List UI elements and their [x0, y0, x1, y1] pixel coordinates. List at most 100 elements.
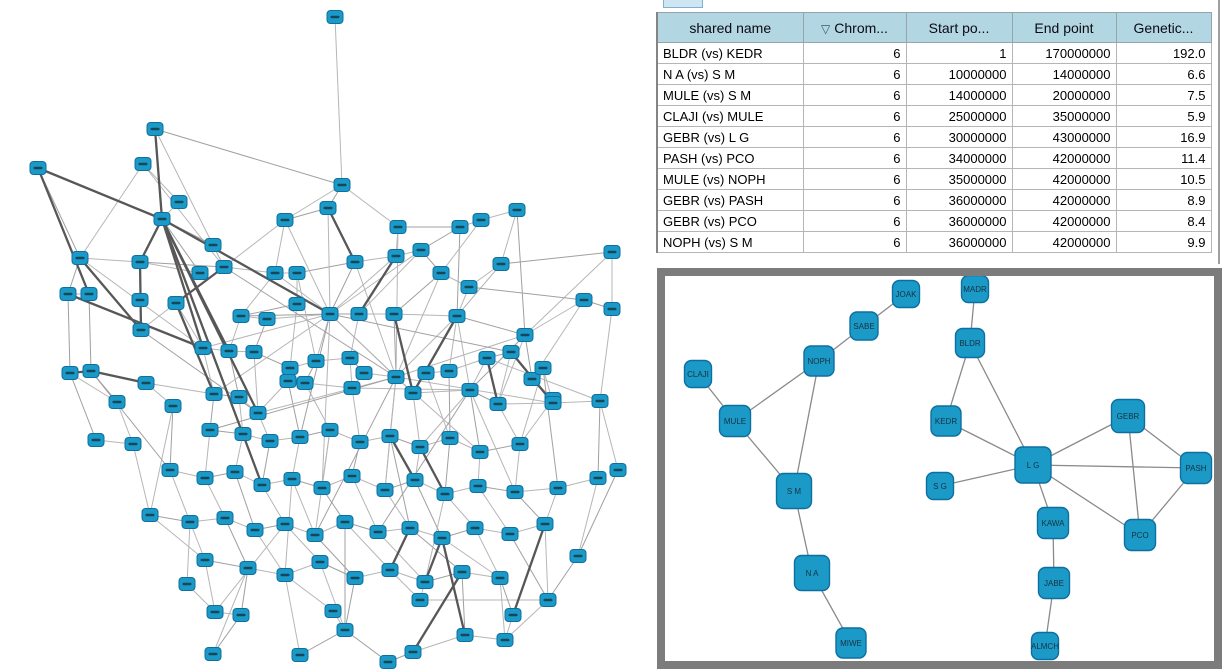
network-node-label	[209, 392, 219, 396]
column-header-end-point[interactable]: End point	[1011, 12, 1117, 43]
table-row[interactable]: PASH (vs) PCO 6 34000000 42000000 11.4	[656, 147, 1212, 169]
cell-value[interactable]: 6	[802, 231, 907, 253]
column-header-genetic[interactable]: Genetic...	[1115, 12, 1212, 43]
cell-value[interactable]: 5.9	[1115, 105, 1212, 127]
column-header-chromosome[interactable]: ▽ Chrom...	[802, 12, 907, 43]
cell-value[interactable]: 6	[802, 168, 907, 190]
network-node[interactable]	[849, 311, 879, 341]
cell-value[interactable]: 14000000	[1011, 63, 1117, 85]
cell-value[interactable]: 6	[802, 105, 907, 127]
cell-shared-name[interactable]: N A (vs) S M	[656, 63, 804, 85]
table-row[interactable]: MULE (vs) NOPH 6 35000000 42000000 10.5	[656, 168, 1212, 190]
cell-value[interactable]: 42000000	[1011, 189, 1117, 211]
cell-value[interactable]: 43000000	[1011, 126, 1117, 148]
network-node[interactable]	[793, 554, 831, 592]
cell-value[interactable]: 9.9	[1115, 231, 1212, 253]
table-row[interactable]: GEBR (vs) PASH 6 36000000 42000000 8.9	[656, 189, 1212, 211]
column-header-shared-name[interactable]: shared name	[656, 12, 804, 43]
cell-value[interactable]: 192.0	[1115, 42, 1212, 64]
main-network-canvas[interactable]	[0, 0, 655, 669]
network-node[interactable]	[1030, 631, 1060, 661]
cell-value[interactable]: 6	[802, 126, 907, 148]
cell-value[interactable]: 34000000	[905, 147, 1013, 169]
cell-shared-name[interactable]: BLDR (vs) KEDR	[656, 42, 804, 64]
network-node[interactable]	[930, 405, 962, 437]
network-edge	[1127, 415, 1141, 536]
table-row[interactable]: MULE (vs) S M 6 14000000 20000000 7.5	[656, 84, 1212, 106]
cell-value[interactable]: 30000000	[905, 126, 1013, 148]
cell-value[interactable]: 25000000	[905, 105, 1013, 127]
cell-value[interactable]: 170000000	[1011, 42, 1117, 64]
cell-value[interactable]: 20000000	[1011, 84, 1117, 106]
table-row[interactable]: NOPH (vs) S M 6 36000000 42000000 9.9	[656, 231, 1212, 253]
cell-shared-name[interactable]: PASH (vs) PCO	[656, 147, 804, 169]
cell-shared-name[interactable]: GEBR (vs) PASH	[656, 189, 804, 211]
table-scroll-thumb[interactable]	[663, 0, 703, 8]
cell-shared-name[interactable]: GEBR (vs) L G	[656, 126, 804, 148]
table-row[interactable]: GEBR (vs) PCO 6 36000000 42000000 8.4	[656, 210, 1212, 232]
network-node[interactable]	[835, 627, 867, 659]
cell-value[interactable]: 42000000	[1011, 147, 1117, 169]
cell-shared-name[interactable]: GEBR (vs) PCO	[656, 210, 804, 232]
cell-value[interactable]: 6	[802, 147, 907, 169]
cell-value[interactable]: 36000000	[905, 231, 1013, 253]
cell-value[interactable]: 8.9	[1115, 189, 1212, 211]
network-edge	[284, 574, 301, 656]
cell-value[interactable]: 7.5	[1115, 84, 1212, 106]
network-node[interactable]	[954, 327, 986, 359]
selected-network-panel[interactable]: MADR JOAK SABE BLDR NOPH CLAJI MULE KEDR GEBR L G…	[657, 268, 1222, 669]
cell-value[interactable]: 42000000	[1011, 168, 1117, 190]
cell-value[interactable]: 6	[802, 63, 907, 85]
cell-value[interactable]: 10.5	[1115, 168, 1212, 190]
column-header-start-position[interactable]: Start po...	[905, 12, 1013, 43]
network-node[interactable]	[718, 404, 752, 438]
network-edge	[577, 469, 619, 557]
network-edge	[69, 372, 97, 441]
cell-value[interactable]: 36000000	[905, 210, 1013, 232]
network-edge	[240, 303, 298, 317]
cell-value[interactable]: 6	[802, 84, 907, 106]
cell-value[interactable]: 42000000	[1011, 210, 1117, 232]
cell-value[interactable]: 35000000	[1011, 105, 1117, 127]
cell-value[interactable]: 16.9	[1115, 126, 1212, 148]
network-node[interactable]	[683, 359, 713, 389]
network-node[interactable]	[1110, 398, 1146, 434]
network-node-label	[210, 610, 220, 614]
cell-value[interactable]: 36000000	[905, 189, 1013, 211]
table-row[interactable]: CLAJI (vs) MULE 6 25000000 35000000 5.9	[656, 105, 1212, 127]
network-node[interactable]	[803, 345, 835, 377]
cell-value[interactable]: 8.4	[1115, 210, 1212, 232]
network-node[interactable]	[1037, 566, 1071, 600]
network-node[interactable]	[1179, 451, 1213, 485]
cell-shared-name[interactable]: MULE (vs) NOPH	[656, 168, 804, 190]
cell-value[interactable]: 6	[802, 189, 907, 211]
cell-value[interactable]: 14000000	[905, 84, 1013, 106]
network-node[interactable]	[775, 472, 813, 510]
cell-value[interactable]: 6.6	[1115, 63, 1212, 85]
table-row[interactable]: N A (vs) S M 6 10000000 14000000 6.6	[656, 63, 1212, 85]
cell-value[interactable]: 6	[802, 210, 907, 232]
cell-value[interactable]: 35000000	[905, 168, 1013, 190]
table-row[interactable]: GEBR (vs) L G 6 30000000 43000000 16.9	[656, 126, 1212, 148]
network-edge	[514, 443, 521, 493]
cell-value[interactable]: 1	[905, 42, 1013, 64]
network-node[interactable]	[1036, 506, 1070, 540]
cell-shared-name[interactable]: MULE (vs) S M	[656, 84, 804, 106]
network-edge	[329, 249, 422, 315]
cell-shared-name[interactable]: CLAJI (vs) MULE	[656, 105, 804, 127]
network-node[interactable]	[960, 276, 990, 304]
filter-funnel-icon[interactable]: ▽	[821, 21, 831, 36]
cell-value[interactable]: 10000000	[905, 63, 1013, 85]
table-row[interactable]: BLDR (vs) KEDR 6 1 170000000 192.0	[656, 42, 1212, 64]
main-network-panel[interactable]	[0, 0, 655, 669]
network-node[interactable]	[891, 279, 921, 309]
network-node[interactable]	[1014, 446, 1052, 484]
cell-value[interactable]: 6	[802, 42, 907, 64]
network-node[interactable]	[1123, 518, 1157, 552]
cell-value[interactable]: 42000000	[1011, 231, 1117, 253]
cell-value[interactable]: 11.4	[1115, 147, 1212, 169]
cell-shared-name[interactable]: NOPH (vs) S M	[656, 231, 804, 253]
network-node[interactable]	[925, 471, 955, 501]
